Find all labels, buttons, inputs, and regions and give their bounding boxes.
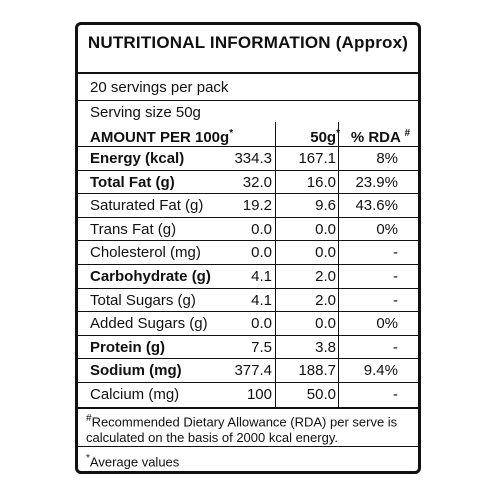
value-per-serving: 9.6 bbox=[315, 197, 336, 215]
nutrient-name: Saturated Fat (g) bbox=[90, 197, 204, 215]
column-divider bbox=[338, 122, 339, 408]
table-row: Trans Fat (g) 0.0 0.0 0% bbox=[78, 218, 418, 241]
value-rda: - bbox=[393, 338, 398, 356]
column-divider bbox=[275, 122, 276, 408]
table-row: Saturated Fat (g) 19.2 9.6 43.6% bbox=[78, 194, 418, 217]
header-rda: % RDA # bbox=[350, 128, 410, 146]
footnote-average: *Average values bbox=[86, 453, 180, 470]
value-per-100g: 4.1 bbox=[251, 291, 272, 309]
nutrient-name: Total Fat (g) bbox=[90, 173, 175, 191]
label-title: NUTRITIONAL INFORMATION (Approx) bbox=[87, 33, 409, 52]
header-per-serving: 50g* bbox=[310, 128, 340, 146]
value-per-serving: 3.8 bbox=[315, 338, 336, 356]
divider bbox=[78, 407, 418, 409]
divider bbox=[78, 72, 418, 74]
row-divider bbox=[78, 358, 418, 360]
servings-per-pack: 20 servings per pack bbox=[90, 79, 229, 96]
row-divider bbox=[78, 240, 418, 242]
table-row: Energy (kcal) 334.3 167.1 8% bbox=[78, 147, 418, 170]
value-per-100g: 377.4 bbox=[234, 362, 272, 380]
value-per-serving: 0.0 bbox=[315, 244, 336, 262]
value-per-100g: 7.5 bbox=[251, 338, 272, 356]
value-rda: 23.9% bbox=[355, 173, 398, 191]
value-rda: 9.4% bbox=[363, 362, 398, 380]
value-per-serving: 50.0 bbox=[306, 386, 336, 403]
table-row: Total Fat (g) 32.0 16.0 23.9% bbox=[78, 171, 418, 194]
nutrient-name: Total Sugars (g) bbox=[90, 291, 196, 309]
nutrient-name: Trans Fat (g) bbox=[90, 220, 177, 238]
nutrition-label: NUTRITIONAL INFORMATION (Approx) 20 serv… bbox=[75, 22, 421, 474]
value-per-100g: 334.3 bbox=[234, 150, 272, 167]
value-per-100g: 0.0 bbox=[251, 315, 272, 333]
nutrient-name: Carbohydrate (g) bbox=[90, 268, 211, 285]
table-row: Calcium (mg) 100 50.0 - bbox=[78, 383, 418, 406]
value-rda: 8% bbox=[376, 150, 398, 167]
nutrient-name: Added Sugars (g) bbox=[90, 315, 208, 333]
value-per-100g: 0.0 bbox=[251, 220, 272, 238]
row-divider bbox=[78, 264, 418, 265]
value-per-serving: 16.0 bbox=[306, 173, 336, 191]
value-per-serving: 0.0 bbox=[315, 220, 336, 238]
value-per-serving: 167.1 bbox=[298, 150, 336, 167]
row-divider bbox=[78, 193, 418, 195]
value-per-100g: 100 bbox=[246, 386, 272, 403]
value-per-100g: 0.0 bbox=[251, 244, 272, 262]
nutrient-name: Energy (kcal) bbox=[90, 150, 185, 167]
table-row: Sodium (mg) 377.4 188.7 9.4% bbox=[78, 359, 418, 382]
value-rda: - bbox=[393, 268, 398, 285]
serving-size: Serving size 50g bbox=[90, 104, 201, 121]
divider bbox=[78, 446, 418, 447]
table-row: Total Sugars (g) 4.1 2.0 - bbox=[78, 289, 418, 312]
header-amount: AMOUNT PER 100g* bbox=[90, 128, 234, 146]
value-per-serving: 188.7 bbox=[298, 362, 336, 380]
value-rda: - bbox=[393, 244, 398, 262]
table-row: Added Sugars (g) 0.0 0.0 0% bbox=[78, 312, 418, 335]
nutrient-name: Calcium (mg) bbox=[90, 386, 180, 403]
value-rda: - bbox=[393, 291, 398, 309]
value-rda: 43.6% bbox=[355, 197, 398, 215]
value-per-serving: 2.0 bbox=[315, 291, 336, 309]
table-row: Cholesterol (mg) 0.0 0.0 - bbox=[78, 241, 418, 264]
value-per-100g: 4.1 bbox=[251, 268, 272, 285]
value-per-100g: 32.0 bbox=[242, 173, 272, 191]
row-divider bbox=[78, 169, 418, 171]
row-divider bbox=[78, 146, 418, 147]
table-row: Carbohydrate (g) 4.1 2.0 - bbox=[78, 265, 418, 288]
nutrient-name: Sodium (mg) bbox=[90, 362, 182, 380]
footnote-rda: #Recommended Dietary Allowance (RDA) per… bbox=[86, 413, 398, 446]
row-divider bbox=[78, 287, 418, 289]
nutrient-name: Cholesterol (mg) bbox=[90, 244, 201, 262]
nutrient-name: Protein (g) bbox=[90, 338, 165, 356]
table-row: Protein (g) 7.5 3.8 - bbox=[78, 336, 418, 359]
divider bbox=[78, 100, 418, 101]
value-rda: 0% bbox=[376, 220, 398, 238]
row-divider bbox=[78, 334, 418, 336]
row-divider bbox=[78, 216, 418, 218]
value-per-100g: 19.2 bbox=[242, 197, 272, 215]
row-divider bbox=[78, 382, 418, 383]
row-divider bbox=[78, 311, 418, 313]
value-per-serving: 0.0 bbox=[315, 315, 336, 333]
value-rda: 0% bbox=[376, 315, 398, 333]
value-rda: - bbox=[393, 386, 398, 403]
value-per-serving: 2.0 bbox=[315, 268, 336, 285]
table-header: AMOUNT PER 100g* 50g* % RDA # bbox=[78, 122, 418, 146]
